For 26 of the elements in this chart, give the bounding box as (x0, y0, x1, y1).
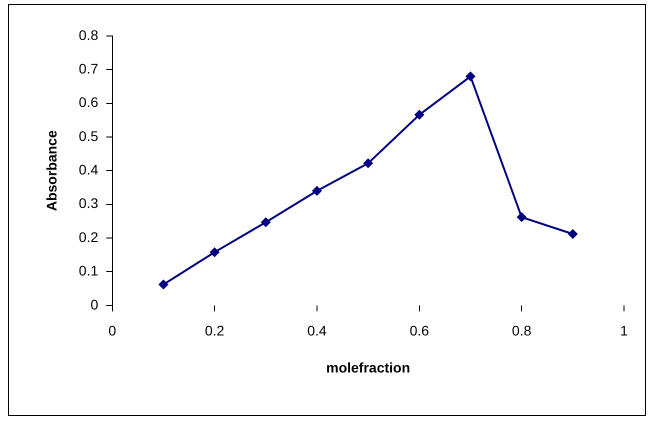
point (414, 110, 424, 120)
y-tick-label: 0.6 (78, 94, 98, 110)
x-tick-label: 0.2 (204, 322, 225, 339)
y-tick-label: 0.4 (78, 162, 98, 178)
y-tick-label: 0.1 (78, 262, 98, 279)
x-tick-label: 0 (108, 322, 116, 339)
y-tick-label: 0.5 (78, 128, 98, 144)
x-tick-label: 1 (620, 322, 628, 339)
x-tick-label: 0.6 (410, 322, 430, 339)
y-tick-label: 0.2 (78, 228, 98, 245)
x-axis-title: molefraction (326, 359, 410, 376)
y-tick-label: 0.8 (78, 26, 98, 43)
point (465, 71, 476, 82)
point (158, 280, 168, 290)
point (363, 158, 374, 168)
y-axis-title: Absorbance (43, 130, 60, 212)
x-tick-label: 0.8 (512, 322, 532, 339)
point (312, 186, 322, 196)
point (568, 229, 578, 240)
point (516, 212, 527, 222)
y-tick-label: 0.7 (78, 60, 98, 77)
point (210, 247, 220, 258)
y-tick-label: 0 (90, 296, 98, 312)
y-tick-label: 0.3 (78, 195, 98, 212)
x-tick-label: 0.4 (307, 322, 327, 339)
point (260, 217, 271, 228)
